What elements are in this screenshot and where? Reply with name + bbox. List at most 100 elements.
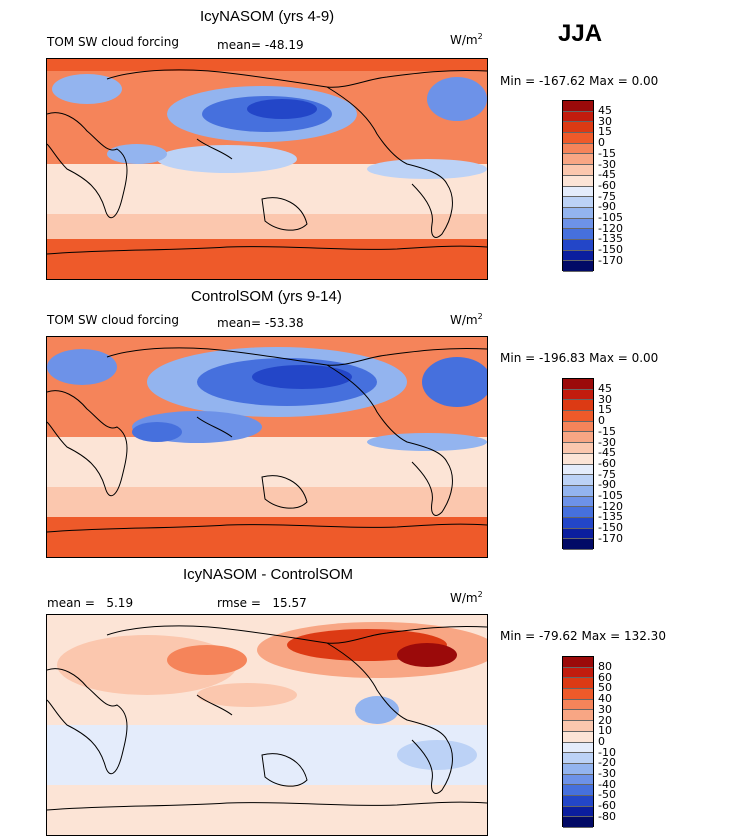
colorbar-tick-label: -90 [598,200,616,214]
season-label: JJA [558,20,603,47]
colorbar-swatch [563,507,593,518]
colorbar-tick-label: -40 [598,777,616,791]
colorbar-tick-label: 15 [598,403,612,417]
colorbar-tick-label: 30 [598,114,612,128]
panel3-colorbar [562,656,594,828]
colorbar-swatch [563,667,593,679]
colorbar-tick-label: -170 [598,531,623,545]
panel2-map-svg [47,337,487,557]
colorbar-tick-label: 0 [598,136,605,150]
colorbar-swatch [563,229,593,240]
colorbar-swatch [563,122,593,134]
colorbar-tick-label: 60 [598,670,612,684]
colorbar-tick-label: -120 [598,499,623,513]
colorbar-swatch [563,795,593,807]
colorbar-swatch [563,485,593,497]
colorbar-tick-label: -30 [598,767,616,781]
panel1-unit: W/m2 [450,32,483,47]
colorbar-swatch [563,411,593,422]
colorbar-tick-label: -105 [598,489,623,503]
panel3-map-svg [47,615,487,835]
colorbar-tick-label: -30 [598,435,616,449]
colorbar-swatch [563,175,593,187]
colorbar-tick-label: 40 [598,692,612,706]
colorbar-swatch [563,806,593,818]
colorbar-tick-label: 45 [598,382,612,395]
colorbar-swatch [563,753,593,764]
colorbar-swatch [563,239,593,251]
colorbar-swatch [563,261,593,272]
colorbar-swatch [563,443,593,454]
colorbar-tick-label: -120 [598,221,623,235]
colorbar-swatch [563,699,593,711]
colorbar-tick-label: -60 [598,799,616,813]
colorbar-swatch [563,111,593,123]
colorbar-swatch [563,517,593,529]
panel1-minmax: Min = -167.62 Max = 0.00 [500,74,659,88]
colorbar-swatch [563,453,593,465]
colorbar-swatch [563,421,593,433]
colorbar-tick-label: 0 [598,414,605,428]
colorbar-tick-label: 30 [598,392,612,406]
panel1-map [46,58,488,280]
colorbar-tick-label: 80 [598,660,612,673]
colorbar-swatch [563,678,593,690]
colorbar-tick-label: -30 [598,157,616,171]
panel3-unit: W/m2 [450,590,483,605]
colorbar-swatch [563,657,593,668]
colorbar-tick-label: -150 [598,521,623,535]
panel3-mean: mean = 5.19 [47,596,134,610]
colorbar-tick-label: -15 [598,146,616,160]
panel2-title: ControlSOM (yrs 9-14) [191,288,342,305]
panel3-colorbar-labels: 80 60 50 40 30 20 10 0 -10 -20 -30 -40 -50 -60 -80 [598,660,616,823]
panel2-mean: mean= -53.38 [217,316,304,330]
panel2-field: TOM SW cloud forcing [47,313,179,327]
panel3-title: IcyNASOM - ControlSOM [183,566,354,583]
colorbar-tick-label: -150 [598,243,623,257]
colorbar-tick-label: -135 [598,510,623,524]
colorbar-swatch [563,154,593,166]
colorbar-tick-label: -90 [598,478,616,492]
colorbar-tick-label: -60 [598,178,616,192]
colorbar-tick-label: -20 [598,756,616,770]
colorbar-swatch [563,742,593,754]
colorbar-swatch [563,218,593,230]
colorbar-tick-label: -80 [598,809,616,823]
colorbar-swatch [563,197,593,208]
panel1-title: IcyNASOM (yrs 4-9) [200,8,335,25]
panel2-colorbar-labels: 45 30 15 0 -15 -30 -45 -60 -75 -90 -105 -120 -135 -15… [598,382,623,545]
colorbar-swatch [563,186,593,198]
colorbar-swatch [563,528,593,540]
colorbar-tick-label: -170 [598,253,623,267]
panel1-colorbar [562,100,594,272]
colorbar-swatch [563,689,593,700]
panel3-minmax: Min = -79.62 Max = 132.30 [500,629,666,643]
colorbar-tick-label: -75 [598,189,616,203]
colorbar-tick-label: 30 [598,702,612,716]
colorbar-swatch [563,389,593,401]
colorbar-tick-label: -15 [598,424,616,438]
colorbar-tick-label: -45 [598,168,616,182]
colorbar-swatch [563,763,593,775]
colorbar-tick-label: -60 [598,456,616,470]
panel1-colorbar-labels: 45 30 15 0 -15 -30 -45 -60 -75 -90 -105 -120 -135 -15… [598,104,623,267]
colorbar-swatch [563,721,593,732]
colorbar-swatch [563,539,593,550]
panel2-map [46,336,488,558]
colorbar-tick-label: 20 [598,713,612,727]
panel1-map-svg [47,59,487,279]
colorbar-swatch [563,432,593,444]
panel2-minmax: Min = -196.83 Max = 0.00 [500,351,659,365]
colorbar-swatch [563,710,593,722]
colorbar-swatch [563,101,593,112]
colorbar-tick-label: -75 [598,467,616,481]
colorbar-tick-label: -45 [598,446,616,460]
colorbar-tick-label: 10 [598,724,612,738]
colorbar-swatch [563,400,593,412]
panel1-field: TOM SW cloud forcing [47,35,179,49]
colorbar-tick-label: 15 [598,125,612,139]
colorbar-tick-label: 45 [598,104,612,117]
colorbar-swatch [563,496,593,508]
colorbar-swatch [563,785,593,796]
panel2-colorbar [562,378,594,550]
